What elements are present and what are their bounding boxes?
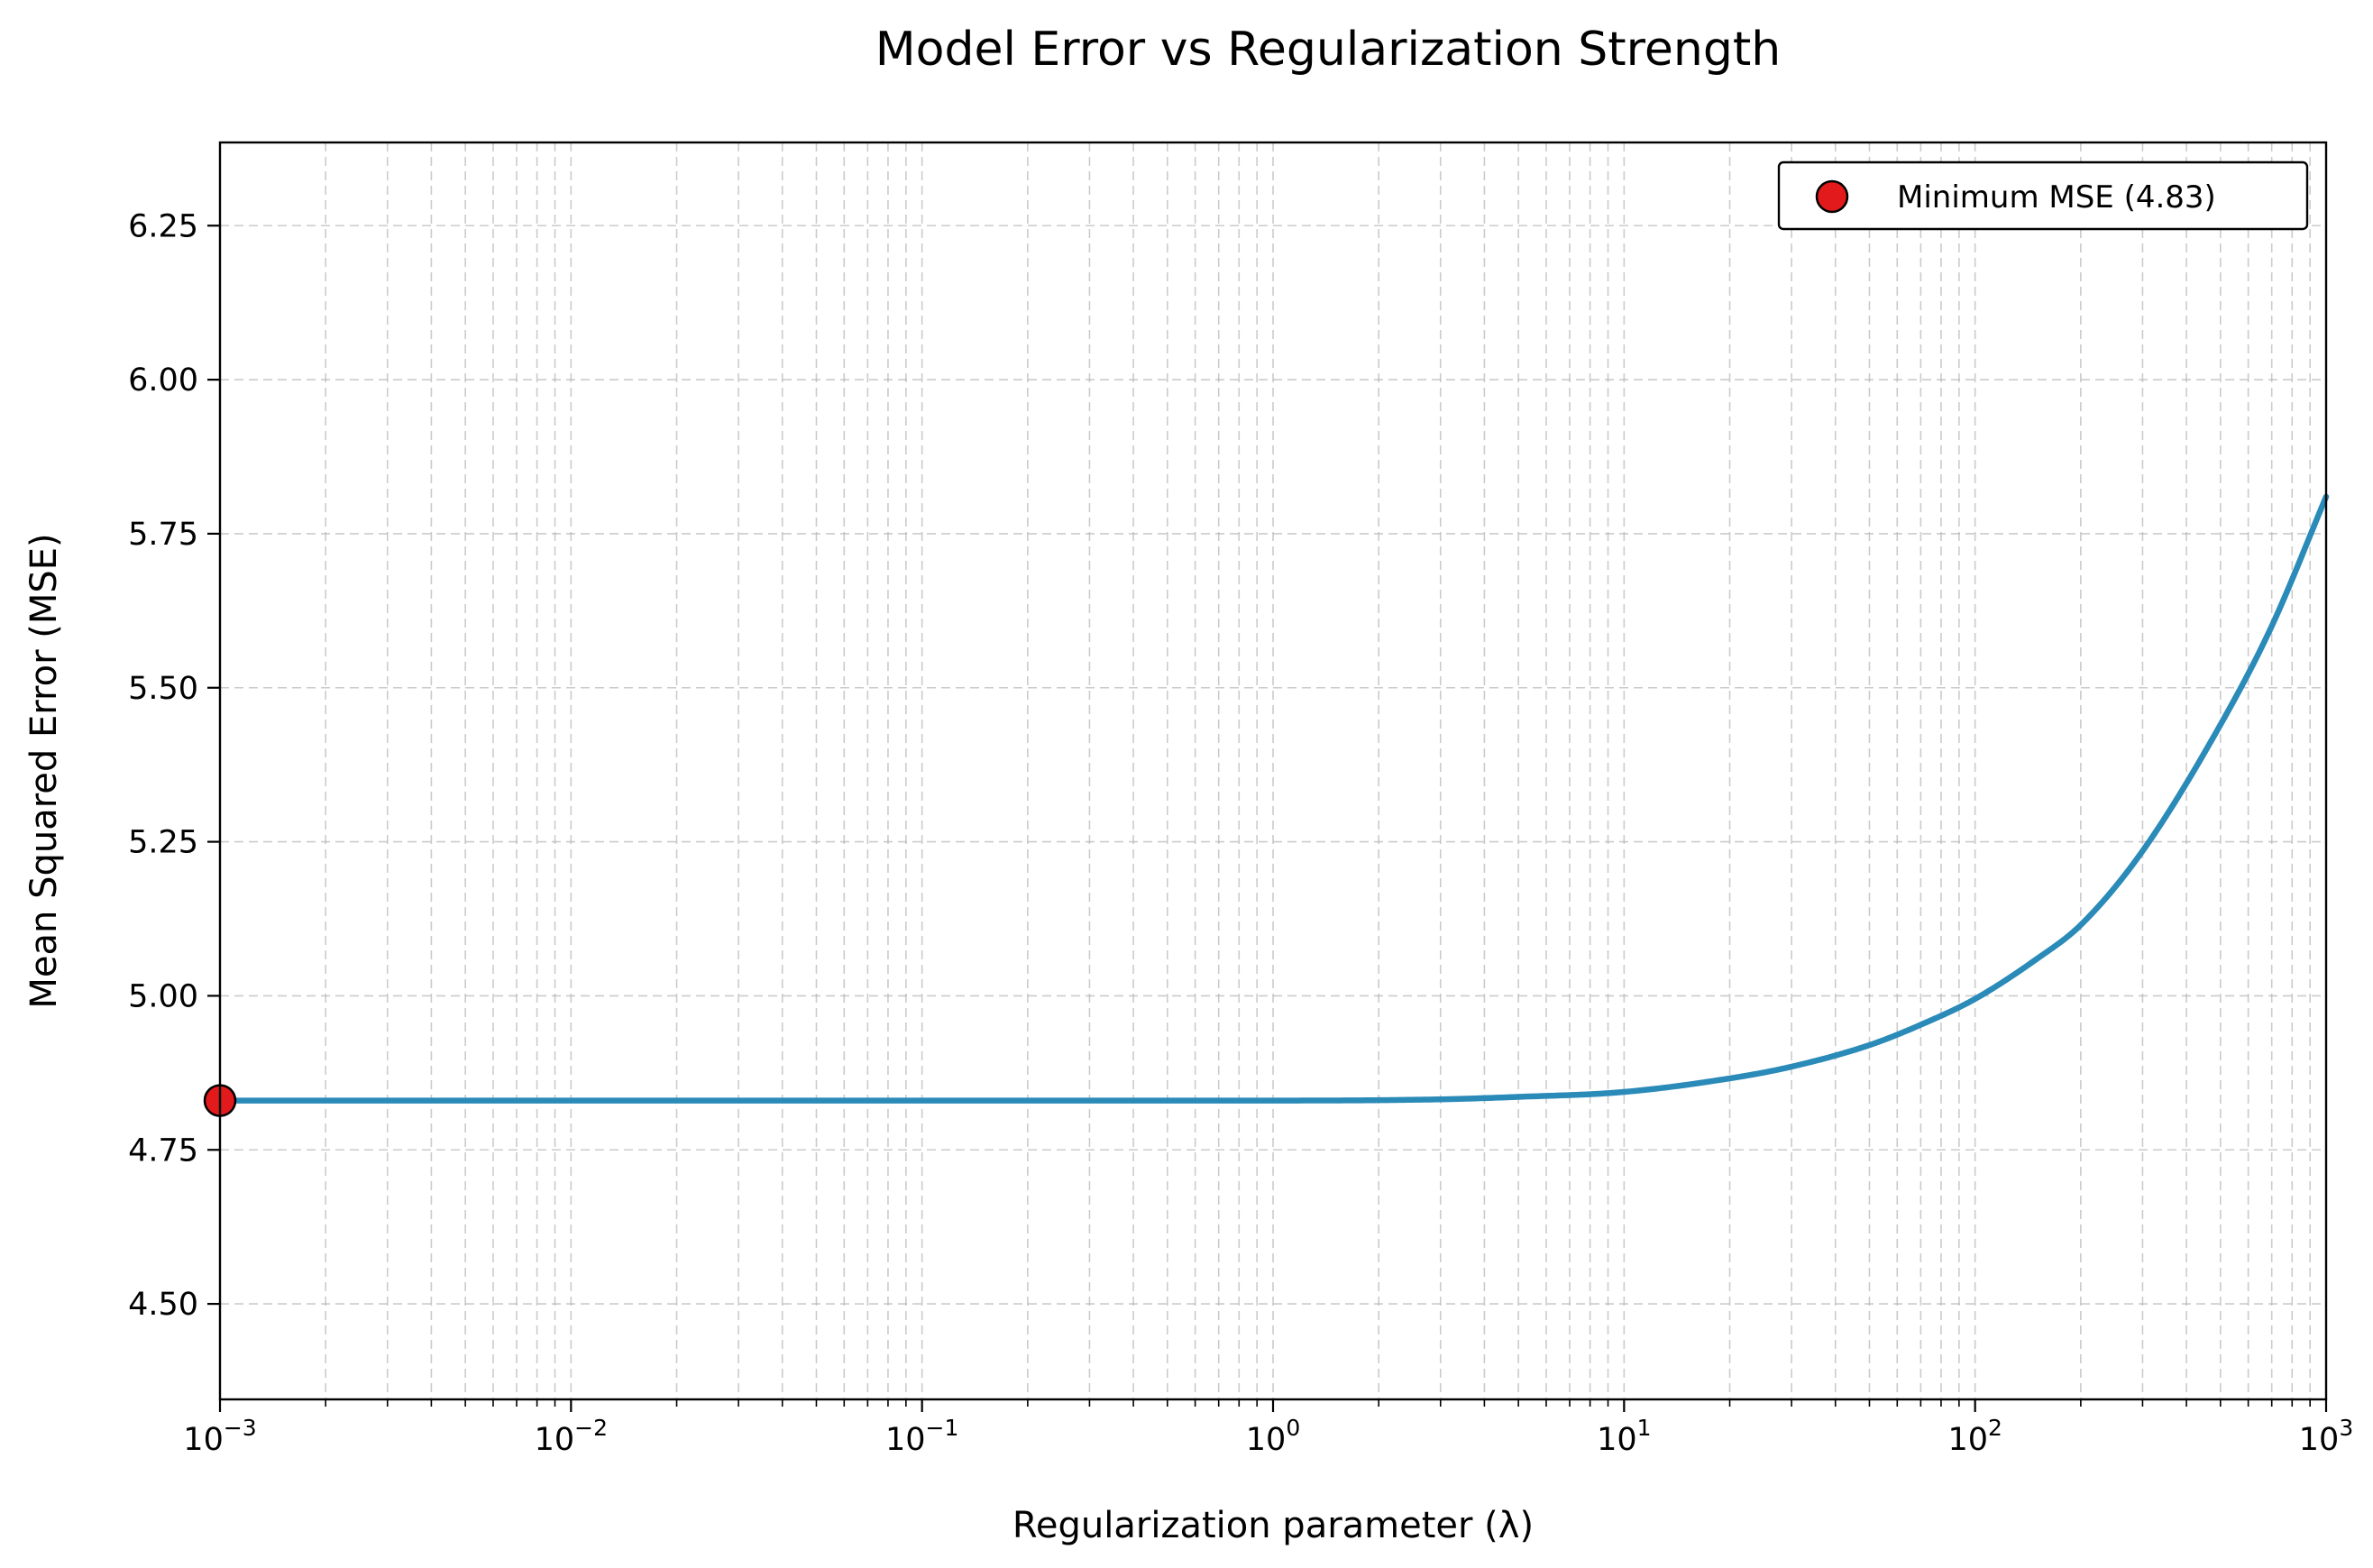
x-tick-label: 103	[2299, 1415, 2353, 1458]
y-tick-label: 6.25	[128, 208, 198, 244]
grid	[219, 142, 2327, 1399]
x-tick-label: 101	[1597, 1415, 1651, 1458]
mse-curve	[216, 493, 2330, 1104]
x-tick-label: 102	[1947, 1415, 2002, 1458]
y-axis-label: Mean Squared Error (MSE)	[23, 533, 65, 1008]
x-tick-label: 100	[1246, 1415, 1300, 1458]
y-tick-label: 5.00	[128, 978, 198, 1014]
y-tick-label: 5.25	[128, 825, 198, 861]
y-tick-label: 4.50	[128, 1287, 198, 1323]
y-tick-label: 5.75	[128, 517, 198, 553]
legend-box	[1777, 160, 2309, 231]
legend-label: Minimum MSE (4.83)	[1897, 179, 2216, 215]
x-tick-label: 10−1	[885, 1415, 958, 1458]
x-axis-label: Regularization parameter (λ)	[1012, 1505, 1534, 1546]
x-tick-label: 10−2	[535, 1415, 608, 1458]
y-tick-label: 5.50	[128, 671, 198, 707]
chart-title: Model Error vs Regularization Strength	[875, 23, 1781, 77]
x-tick-label: 10−3	[183, 1415, 256, 1458]
y-tick-label: 6.00	[128, 362, 198, 399]
y-tick-label: 4.75	[128, 1132, 198, 1169]
legend: Minimum MSE (4.83)	[1777, 160, 2309, 231]
legend-marker	[1815, 179, 1849, 214]
axis-ticks: 10−3 10−2 10−1 100 101 102 103 4.50 4.75 5.00 5.25…	[128, 208, 2353, 1458]
